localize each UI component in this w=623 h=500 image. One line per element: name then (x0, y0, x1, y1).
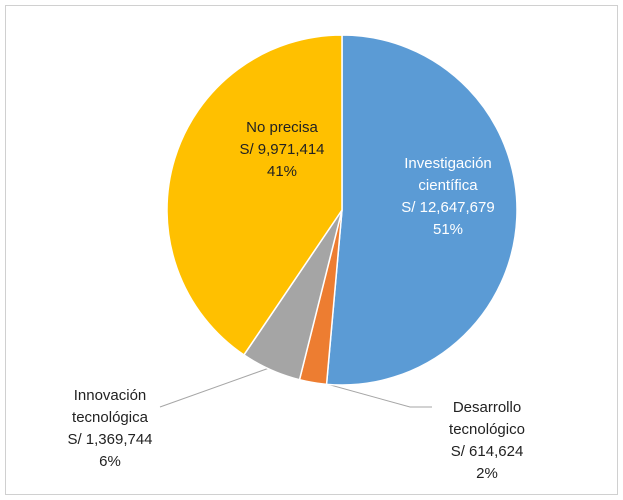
label-amount: S/ 614,624 (450, 443, 524, 460)
label-name: Innovación tecnológica (72, 387, 148, 426)
label-name: No precisa (246, 119, 318, 136)
data-label: No precisa S/ 9,971,414 41% (212, 117, 352, 183)
label-name: Desarrollo tecnológico (449, 399, 525, 438)
pie-slice (166, 34, 343, 356)
leader-line (159, 366, 273, 408)
data-label: Innovación tecnológica S/ 1,369,744 6% (55, 385, 165, 473)
data-label: Desarrollo tecnológico S/ 614,624 2% (432, 397, 542, 485)
label-amount: S/ 9,971,414 (239, 141, 325, 158)
pie-slice (325, 34, 518, 386)
label-percent: 51% (432, 221, 464, 238)
label-percent: 41% (266, 163, 298, 180)
label-amount: S/ 1,369,744 (67, 431, 153, 448)
data-label: Investigación científica S/ 12,647,679 51% (388, 153, 508, 241)
leader-line (315, 380, 432, 408)
label-name: Investigación científica (404, 155, 492, 194)
label-percent: 2% (476, 465, 498, 482)
label-amount: S/ 12,647,679 (401, 199, 495, 216)
label-percent: 6% (99, 453, 121, 470)
